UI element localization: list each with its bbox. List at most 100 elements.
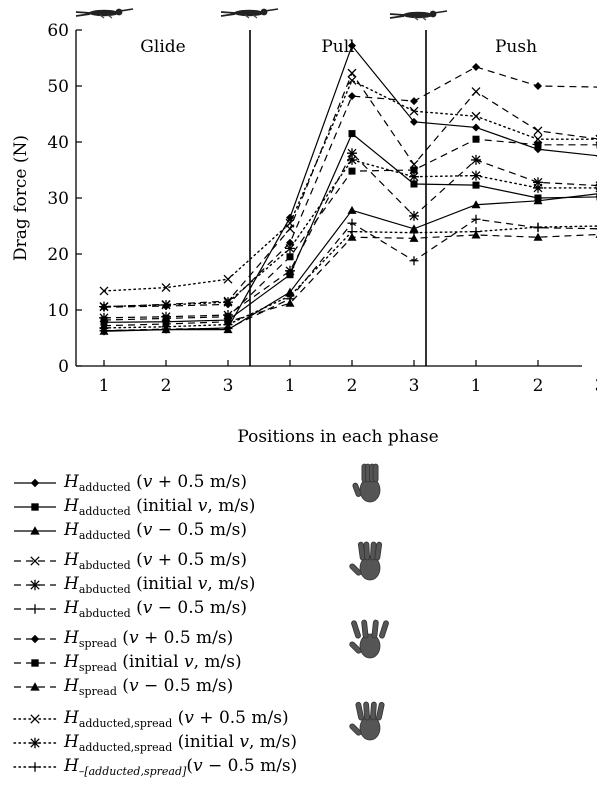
series-adspread_slow [99, 222, 597, 333]
legend-item: Habducted (v + 0.5 m/s) [0, 550, 247, 572]
data-point [161, 322, 171, 332]
data-point [533, 182, 543, 193]
legend-symbol [14, 579, 56, 591]
series-adducted_slow [99, 193, 597, 335]
phase-labels: Glide Pull Push [140, 37, 537, 57]
legend-label: Hadducted,spread (initial v, m/s) [64, 732, 297, 754]
data-point [30, 478, 40, 488]
data-point [100, 316, 108, 324]
data-point [161, 299, 171, 310]
data-point [347, 218, 357, 228]
data-point [30, 526, 40, 535]
data-point [409, 233, 419, 242]
data-point [409, 228, 419, 238]
phase-label: Pull [321, 37, 354, 57]
y-axis: 0 10 20 30 40 50 60 [47, 21, 82, 377]
data-point [471, 227, 481, 237]
swimmer-icons [75, 8, 448, 21]
series-spread_init [100, 135, 597, 324]
data-point [533, 126, 543, 136]
data-point [534, 141, 542, 149]
x-axis: 1 2 3 1 2 3 1 2 3 [99, 360, 597, 396]
series-abducted_slow [99, 214, 597, 336]
data-point [347, 205, 357, 214]
data-point [223, 297, 233, 308]
x-tick-label: 1 [99, 376, 110, 396]
data-point [347, 232, 357, 241]
y-tick-label: 60 [47, 21, 69, 41]
data-point [409, 106, 419, 116]
legend-symbol [14, 682, 56, 691]
data-point [410, 166, 418, 174]
data-point [533, 177, 543, 188]
series-spread_fast [100, 62, 597, 312]
data-point [285, 243, 295, 254]
data-point [471, 200, 481, 209]
series-adspread_init [99, 154, 597, 312]
series-group [99, 41, 597, 336]
data-point [410, 180, 418, 188]
legend-label: Hspread (v + 0.5 m/s) [64, 628, 234, 650]
legend-label: Hspread (initial v, m/s) [64, 652, 242, 674]
legend-label: Hspread (v − 0.5 m/s) [64, 676, 234, 698]
series-line [103, 66, 597, 308]
legend-item: Hadducted (initial v, m/s) [0, 496, 255, 518]
legend-item: Hadducted,spread (initial v, m/s) [0, 732, 297, 754]
data-point [472, 135, 480, 143]
data-point [99, 301, 109, 312]
drag-force-chart: 0 10 20 30 40 50 60 1 2 3 1 2 3 1 2 3 Glide Pull Push Dr… [11, 8, 597, 447]
data-point [347, 75, 357, 85]
data-point [348, 41, 356, 50]
legend-item: Hadducted (v + 0.5 m/s) [0, 472, 247, 494]
legend-label: Habducted (v − 0.5 m/s) [64, 598, 248, 620]
data-point [30, 556, 40, 566]
x-tick-label: 3 [595, 376, 597, 396]
data-point [31, 659, 39, 667]
data-point [286, 253, 294, 261]
x-tick-label: 2 [161, 376, 172, 396]
y-axis-label: Drag force (N) [11, 135, 31, 261]
series-adspread_fast [99, 75, 597, 296]
phase-label: Push [495, 37, 537, 57]
data-point [534, 82, 542, 90]
legend-label: Habducted (initial v, m/s) [64, 574, 256, 596]
legend-item: Hspread (v − 0.5 m/s) [0, 676, 233, 698]
legend-label: Hadducted (v + 0.5 m/s) [64, 472, 248, 494]
data-point [347, 154, 357, 165]
y-tick-label: 40 [47, 133, 69, 153]
data-point [30, 604, 40, 614]
data-point [30, 762, 40, 772]
data-point [471, 170, 481, 181]
series-line [103, 79, 597, 292]
data-point [472, 62, 480, 71]
data-point [533, 232, 543, 241]
legend-item: Habducted (v − 0.5 m/s) [0, 598, 247, 620]
legend-item: Hadducted,spread (v + 0.5 m/s) [0, 708, 289, 730]
data-point [347, 68, 357, 78]
data-point [99, 323, 109, 333]
legend-label: Habducted (v + 0.5 m/s) [64, 550, 248, 572]
data-point [472, 181, 480, 189]
data-point [29, 737, 41, 749]
data-point [161, 283, 171, 293]
swimmer-glide-icon [75, 8, 134, 19]
legend-symbol [14, 634, 56, 644]
swimmer-push-icon [389, 10, 448, 21]
series-line [103, 193, 597, 332]
data-point [29, 579, 41, 591]
phase-label: Glide [140, 37, 185, 57]
data-point [533, 196, 543, 205]
legend-label: H–[adducted,spread](v − 0.5 m/s) [64, 756, 298, 778]
y-tick-label: 20 [47, 245, 69, 265]
data-point [285, 265, 295, 276]
legend-symbol [13, 737, 57, 749]
series-line [103, 44, 597, 332]
legend-item: H–[adducted,spread](v − 0.5 m/s) [0, 756, 297, 778]
data-point [286, 213, 294, 222]
legend-symbol [14, 478, 56, 488]
data-point [533, 222, 543, 232]
legend-symbol [13, 762, 57, 772]
data-point [409, 210, 419, 221]
data-point [348, 130, 356, 138]
legend-symbol [14, 604, 56, 614]
